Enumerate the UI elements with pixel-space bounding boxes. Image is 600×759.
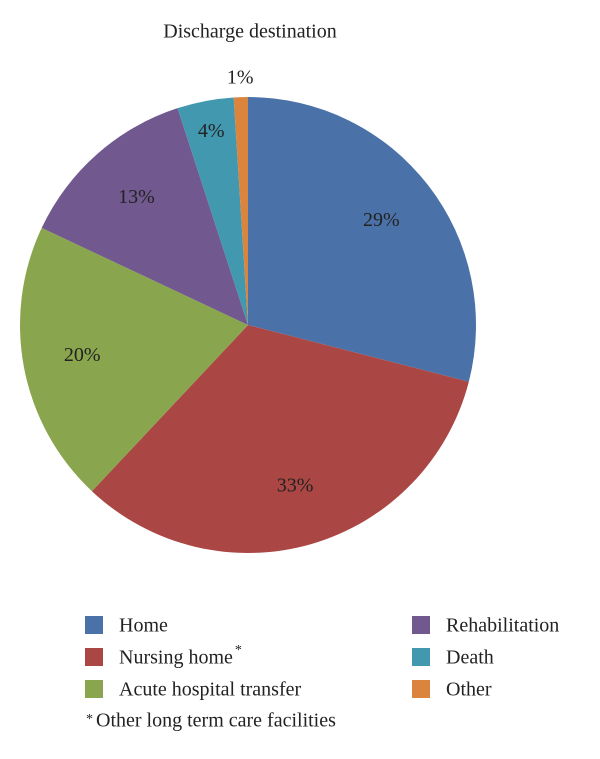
legend-swatch [412,616,430,634]
legend-label: Nursing home [119,647,233,669]
legend-swatch [412,680,430,698]
footnote-text: Other long term care facilities [96,710,336,732]
pie-slice [41,108,248,325]
pie-slice [91,325,469,553]
pie-slice [248,97,476,382]
slice-label: 13% [118,186,155,208]
legend-swatch [85,680,103,698]
slice-label: 33% [277,475,314,497]
slice-label: 1% [227,66,254,88]
pie-slice [20,227,249,492]
legend-label: Death [446,647,494,669]
legend-swatch [85,616,103,634]
legend-swatch [412,648,430,666]
legend-label: Acute hospital transfer [119,679,301,701]
legend-label: Home [119,615,168,637]
slice-label: 29% [363,209,400,231]
legend-footnote-marker: * [235,643,242,658]
legend-label: Other [446,679,492,701]
slice-label: 4% [198,120,225,142]
footnote-marker: * [86,712,93,727]
chart-title: Discharge destination [163,21,336,43]
pie-slice [177,97,248,325]
slice-label: 20% [64,344,101,366]
pie-slice [233,97,248,325]
legend-label: Rehabilitation [446,615,559,637]
legend-swatch [85,648,103,666]
